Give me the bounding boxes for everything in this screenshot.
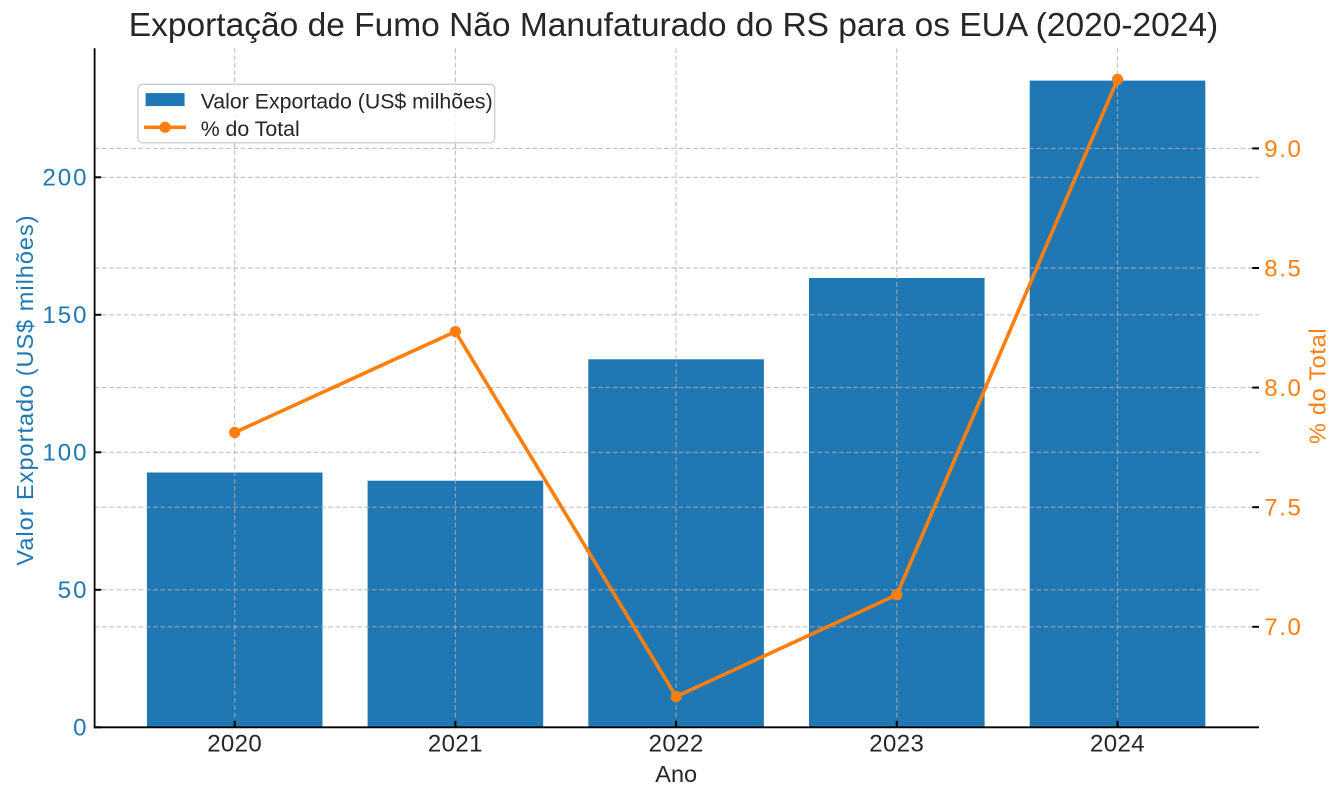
svg-text:100: 100 bbox=[42, 440, 88, 467]
svg-text:2023: 2023 bbox=[869, 731, 924, 758]
svg-text:Exportação de Fumo Não Manufat: Exportação de Fumo Não Manufaturado do R… bbox=[129, 7, 1218, 44]
svg-text:2024: 2024 bbox=[1090, 731, 1145, 758]
svg-text:8.0: 8.0 bbox=[1264, 375, 1302, 402]
svg-text:7.5: 7.5 bbox=[1264, 495, 1302, 522]
svg-text:8.5: 8.5 bbox=[1264, 255, 1302, 282]
svg-text:Ano: Ano bbox=[655, 761, 697, 787]
svg-text:150: 150 bbox=[42, 302, 88, 329]
svg-text:2021: 2021 bbox=[428, 731, 483, 758]
svg-text:Valor Exportado (US$ milhões): Valor Exportado (US$ milhões) bbox=[12, 214, 38, 565]
svg-text:2020: 2020 bbox=[207, 731, 262, 758]
svg-text:50: 50 bbox=[58, 577, 89, 604]
svg-text:9.0: 9.0 bbox=[1264, 136, 1302, 163]
svg-text:Valor Exportado (US$ milhões): Valor Exportado (US$ milhões) bbox=[201, 89, 493, 113]
svg-text:200: 200 bbox=[42, 165, 88, 192]
svg-text:% do Total: % do Total bbox=[201, 117, 300, 141]
svg-text:7.0: 7.0 bbox=[1264, 614, 1302, 641]
svg-text:% do Total: % do Total bbox=[1305, 328, 1331, 444]
svg-text:0: 0 bbox=[73, 715, 88, 742]
svg-text:2022: 2022 bbox=[649, 731, 704, 758]
